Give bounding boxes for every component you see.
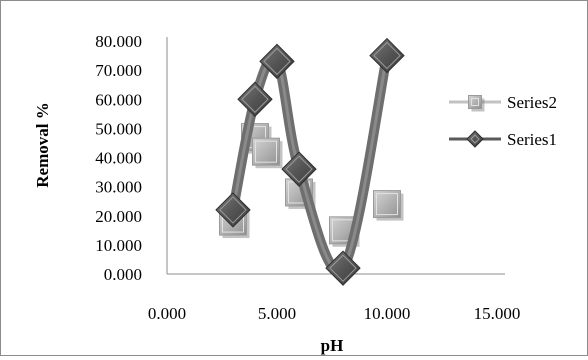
series1-point (281, 151, 317, 187)
x-tick-label: 15.000 (474, 304, 521, 323)
series2-point (373, 190, 404, 221)
y-tick-label: 60.000 (95, 90, 142, 109)
legend-item-series1: Series1 (449, 130, 557, 149)
chart: 0.000 10.000 20.000 30.000 40.000 50.000 60.00… (33, 32, 557, 355)
legend-square-marker (468, 95, 485, 112)
y-tick-label: 20.000 (95, 207, 142, 226)
series1-point (369, 37, 405, 74)
y-tick-label: 50.000 (95, 119, 142, 138)
x-axis-title: pH (321, 336, 344, 355)
series2-point (252, 137, 283, 169)
x-tick-label: 5.000 (258, 304, 296, 323)
series1-point (259, 43, 295, 80)
series1-point (237, 81, 273, 117)
series1-point (215, 192, 251, 228)
y-axis-title: Removal % (33, 102, 52, 187)
y-axis-tick-labels: 0.000 10.000 20.000 30.000 40.000 50.000 60.00… (95, 32, 142, 284)
series1-point (325, 250, 361, 286)
x-tick-label: 10.000 (364, 304, 411, 323)
legend: Series2 Series1 (449, 93, 557, 149)
legend-item-series2: Series2 (449, 93, 557, 112)
legend-label: Series2 (507, 93, 557, 112)
y-tick-label: 10.000 (95, 236, 142, 255)
x-axis-tick-labels: 0.000 5.000 10.000 15.000 (148, 304, 521, 323)
y-tick-label: 80.000 (95, 32, 142, 51)
x-tick-label: 0.000 (148, 304, 186, 323)
y-tick-label: 40.000 (95, 149, 142, 168)
y-tick-label: 70.000 (95, 61, 142, 80)
legend-diamond-marker (466, 130, 484, 148)
y-tick-label: 0.000 (104, 265, 142, 284)
y-tick-label: 30.000 (95, 178, 142, 197)
legend-label: Series1 (507, 130, 557, 149)
series-layer (215, 37, 405, 286)
